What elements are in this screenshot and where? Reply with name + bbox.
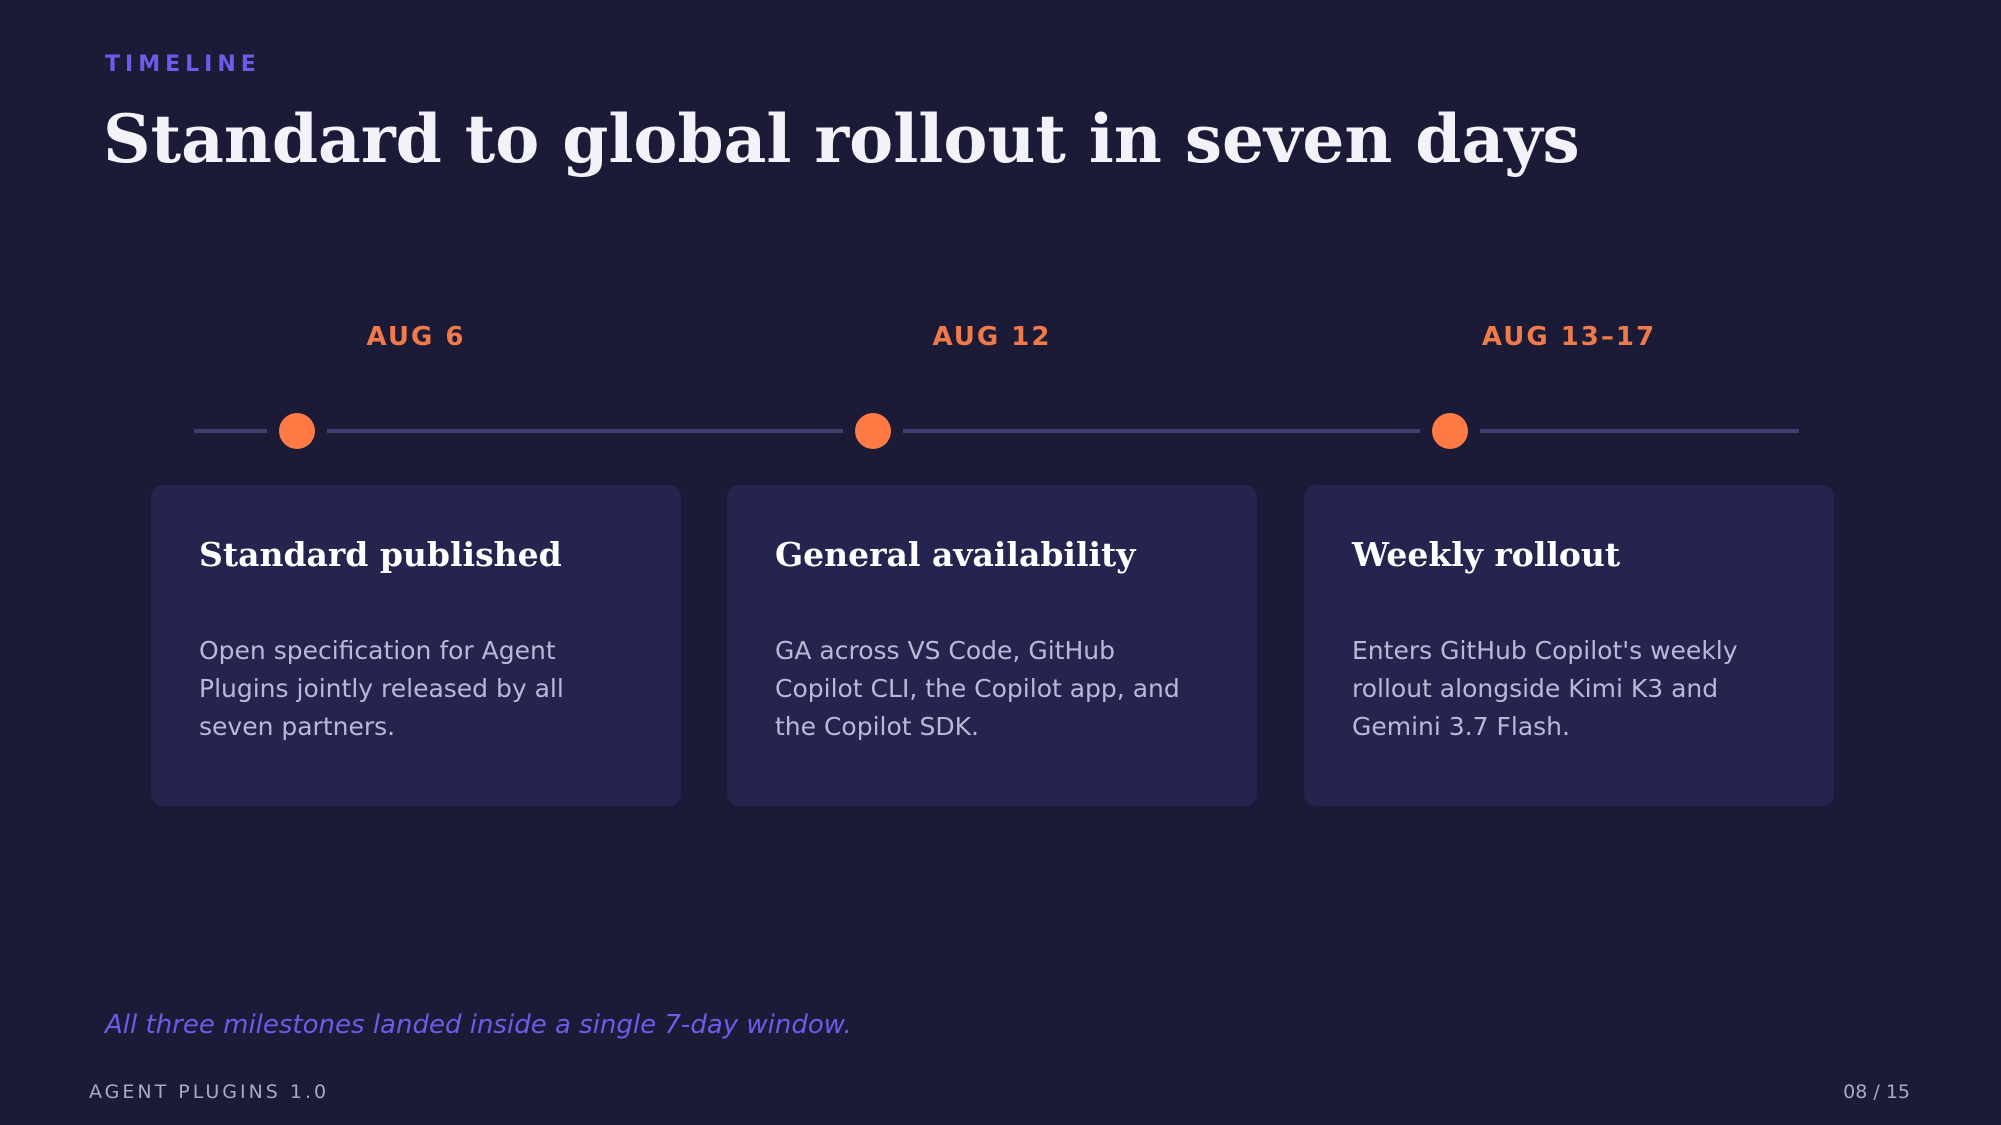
milestone-dot — [279, 413, 315, 449]
milestone-card: General availability GA across VS Code, G… — [727, 485, 1257, 806]
milestone-date: AUG 12 — [932, 322, 1052, 352]
card-body: GA across VS Code, GitHub Copilot CLI, t… — [775, 636, 1180, 741]
timeline-track — [194, 429, 1799, 433]
milestone-card: Weekly rollout Enters GitHub Copilot's we… — [1304, 485, 1834, 806]
milestone-dot — [1432, 413, 1468, 449]
card-body: Enters GitHub Copilot's weekly rollout a… — [1352, 636, 1738, 741]
eyebrow: TIMELINE — [105, 52, 261, 77]
milestone-dot — [855, 413, 891, 449]
slide-title: Standard to global rollout in seven days — [103, 100, 1580, 178]
card-title: General availability — [775, 535, 1136, 574]
page-number: 08 / 15 — [1843, 1081, 1910, 1103]
milestone-date: AUG 13–17 — [1481, 322, 1657, 352]
milestone-date: AUG 6 — [366, 322, 466, 352]
footer-brand: AGENT PLUGINS 1.0 — [89, 1081, 330, 1103]
card-title: Standard published — [199, 535, 562, 574]
milestone-card: Standard published Open specification for… — [151, 485, 681, 806]
footnote: All three milestones landed inside a sin… — [105, 1010, 852, 1040]
card-title: Weekly rollout — [1352, 535, 1621, 574]
card-body: Open specification for Agent Plugins joi… — [199, 636, 564, 741]
